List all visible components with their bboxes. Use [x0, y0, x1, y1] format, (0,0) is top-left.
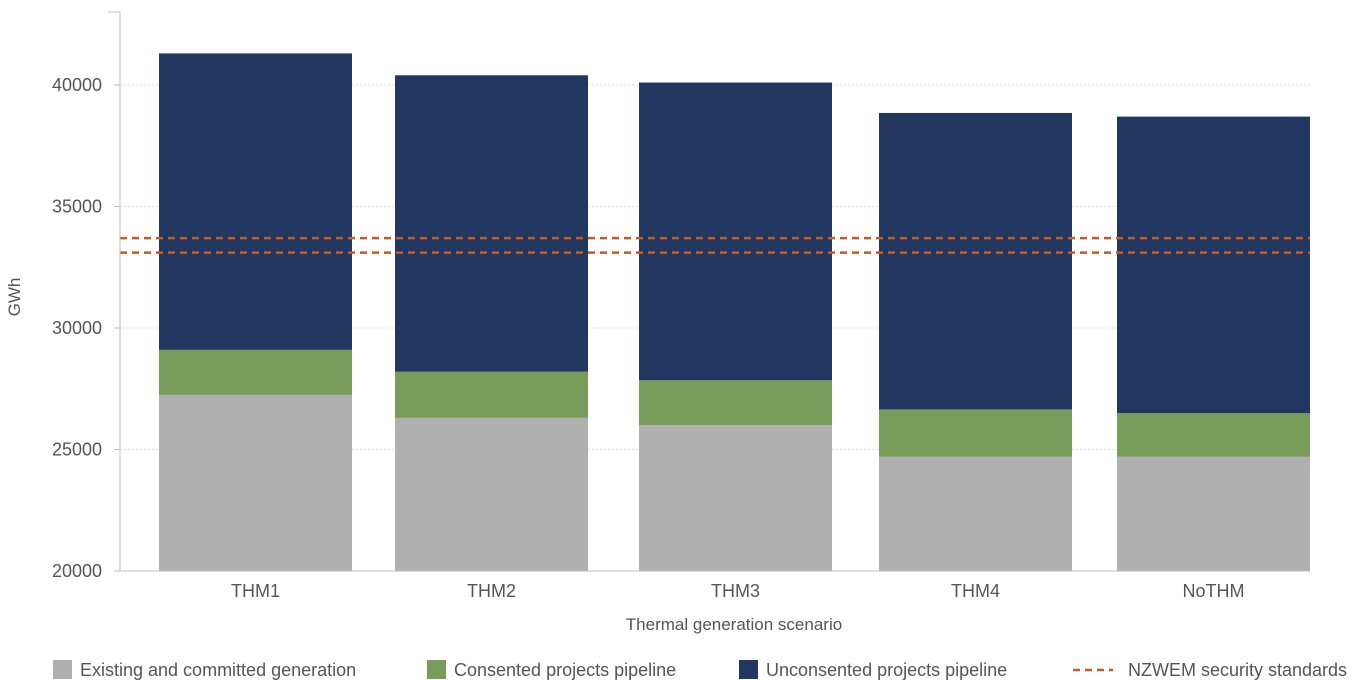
bar-segment	[159, 349, 352, 395]
legend: Existing and committed generation Consent…	[53, 660, 1347, 680]
legend-item: NZWEM security standards	[1073, 660, 1347, 680]
y-tick-label: 25000	[52, 440, 102, 460]
bar-segment	[639, 425, 832, 571]
bar-segment	[1117, 116, 1310, 414]
legend-swatch	[739, 660, 758, 679]
legend-item: Unconsented projects pipeline	[739, 660, 1007, 680]
bar-segment	[1117, 456, 1310, 571]
x-tick-label: THM2	[467, 581, 516, 601]
legend-item: Consented projects pipeline	[427, 660, 676, 680]
legend-label: Unconsented projects pipeline	[766, 660, 1007, 680]
bar-segment	[879, 409, 1072, 457]
bars	[159, 53, 1310, 571]
x-tick-label: THM3	[711, 581, 760, 601]
bar-segment	[395, 371, 588, 418]
bar-segment	[395, 75, 588, 372]
reference-lines	[120, 236, 1310, 254]
legend-label: Consented projects pipeline	[454, 660, 676, 680]
x-axis-title: Thermal generation scenario	[626, 615, 842, 634]
bar-segment	[159, 394, 352, 571]
bar-segment	[159, 53, 352, 350]
legend-swatch	[53, 660, 72, 679]
bar-segment	[879, 456, 1072, 571]
x-tick-label: NoTHM	[1183, 581, 1245, 601]
x-tick-label: THM1	[231, 581, 280, 601]
bar-segment	[1117, 413, 1310, 457]
legend-item: Existing and committed generation	[53, 660, 356, 680]
legend-label: Existing and committed generation	[80, 660, 356, 680]
legend-label: NZWEM security standards	[1128, 660, 1347, 680]
y-tick-label: 20000	[52, 561, 102, 581]
y-tick-label: 40000	[52, 75, 102, 95]
bar-segment	[395, 417, 588, 571]
x-tick-label: THM4	[951, 581, 1000, 601]
y-axis-title: GWh	[5, 278, 24, 317]
bar-segment	[879, 112, 1072, 410]
bar-segment	[639, 82, 832, 381]
bar-segment	[639, 380, 832, 426]
legend-swatch	[427, 660, 446, 679]
axes: 20000 25000 30000 35000 40000 THM1 THM2 THM3 THM…	[52, 11, 1310, 601]
y-tick-label: 35000	[52, 197, 102, 217]
y-tick-label: 30000	[52, 318, 102, 338]
